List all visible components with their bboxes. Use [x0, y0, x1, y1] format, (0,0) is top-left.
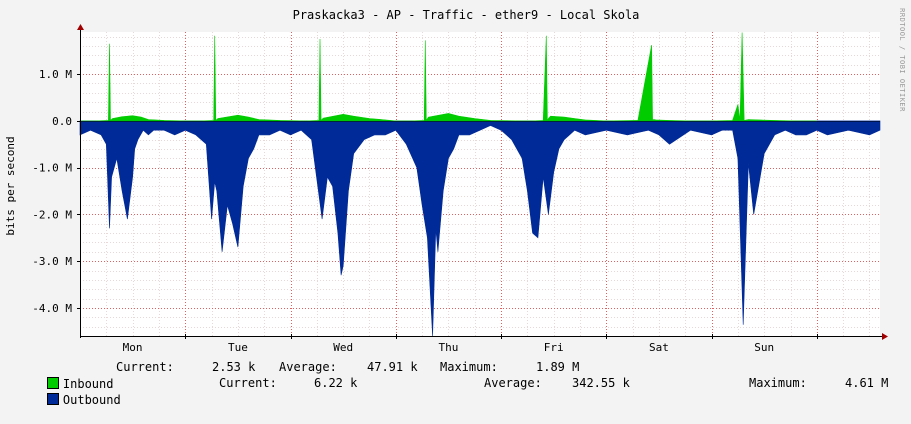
watermark: RRDTOOL / TOBI OETIKER [898, 8, 906, 112]
y-tick-label: -2.0 M [32, 208, 72, 221]
legend-inbound-current-label: Current: [116, 360, 174, 374]
legend-outbound-maximum: 4.61 M [845, 376, 889, 390]
legend-inbound-average-label: Average: [279, 360, 337, 374]
x-tick-label: Sat [649, 341, 669, 354]
series-area-inbound [80, 32, 817, 122]
x-tick-label: Tue [228, 341, 248, 354]
legend-row-outbound: Outbound [18, 376, 121, 407]
legend-inbound-maximum: 1.89 M [536, 360, 580, 374]
legend-outbound-maximum-label: Maximum: [749, 376, 807, 390]
legend-inbound-maximum-label: Maximum: [440, 360, 498, 374]
x-tick-label: Fri [544, 341, 564, 354]
legend: Inbound Current: 2.53 k Average: 47.91 k… [0, 360, 911, 407]
axes [77, 24, 888, 340]
legend-outbound-current-label: Current: [219, 376, 277, 390]
y-axis-label: bits per second [4, 136, 17, 235]
x-axis-ticks: Mon Tue Wed Thu Fri Sat Sun [123, 334, 818, 354]
y-tick-label: 1.0 M [39, 68, 72, 81]
legend-name-inbound: Inbound [62, 377, 114, 391]
legend-swatch-inbound [46, 377, 59, 389]
x-tick-label: Mon [123, 341, 143, 354]
y-tick-label: 0.0 [52, 115, 72, 128]
y-tick-label: -3.0 M [32, 255, 72, 268]
chart-title: Praskacka3 - AP - Traffic - ether9 - Loc… [293, 8, 640, 22]
series-layer [79, 32, 881, 337]
plot-area [80, 32, 880, 336]
legend-outbound-average-label: Average: [484, 376, 542, 390]
y-tick-label: -1.0 M [32, 162, 72, 175]
traffic-chart: 1.0 M 0.0 -1.0 M -2.0 M -3.0 M -4.0 M Mon Tue W… [4, 8, 906, 354]
series-area-outbound [79, 120, 881, 337]
y-tick-label: -4.0 M [32, 302, 72, 315]
legend-outbound-current: 6.22 k [314, 376, 358, 390]
x-tick-label: Thu [438, 341, 458, 354]
x-tick-label: Wed [333, 341, 353, 354]
legend-name-outbound: Outbound [62, 393, 121, 407]
legend-swatch-outbound [46, 393, 59, 405]
legend-inbound-average: 47.91 k [367, 360, 418, 374]
y-axis-arrow [77, 24, 84, 30]
legend-inbound-current: 2.53 k [212, 360, 256, 374]
x-tick-label: Sun [754, 341, 774, 354]
x-axis-arrow [882, 333, 888, 340]
y-axis-ticks: 1.0 M 0.0 -1.0 M -2.0 M -3.0 M -4.0 M [32, 68, 80, 315]
legend-row-inbound: Inbound [18, 360, 113, 391]
legend-outbound-average: 342.55 k [572, 376, 630, 390]
